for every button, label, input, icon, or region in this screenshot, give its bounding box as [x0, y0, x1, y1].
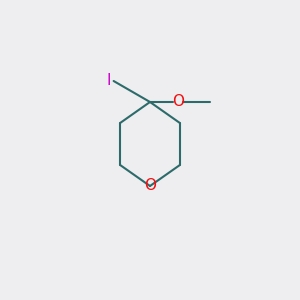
Text: O: O — [172, 94, 184, 110]
Text: I: I — [106, 73, 111, 88]
Text: O: O — [144, 178, 156, 194]
